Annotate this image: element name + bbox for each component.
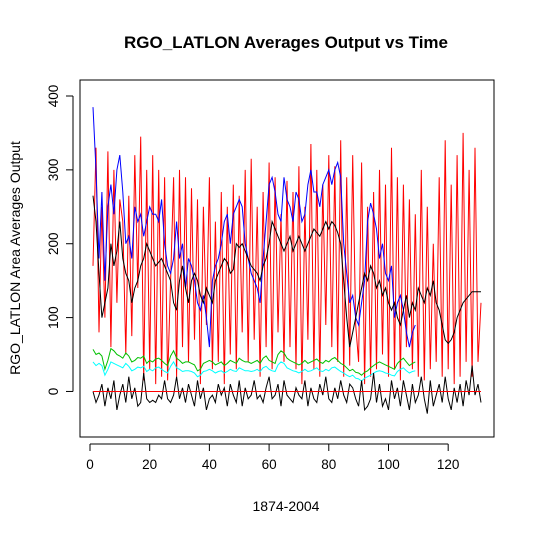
x-axis-label: 1874-2004 (253, 498, 320, 514)
series-line-1 (92, 132, 482, 385)
series-line-3 (92, 195, 481, 348)
y-tick-label: 200 (46, 232, 61, 255)
series-line-4 (92, 347, 416, 376)
x-tick-label: 60 (262, 457, 277, 472)
y-tick-label: 300 (46, 159, 61, 182)
series-line-2 (92, 107, 416, 348)
chart-title: RGO_LATLON Averages Output vs Time (124, 33, 448, 52)
x-tick-label: 0 (86, 457, 94, 472)
x-tick-label: 100 (377, 457, 400, 472)
plot-frame (79, 79, 495, 438)
y-axis: 0 100 200 300 400 (46, 85, 74, 396)
y-axis-label: RGO_LATLON Area Averages Output (7, 141, 23, 375)
x-tick-label: 20 (142, 457, 157, 472)
y-tick-label: 400 (46, 85, 61, 108)
series-layer (92, 107, 482, 414)
x-tick-label: 40 (202, 457, 217, 472)
x-axis: 0 20 40 60 80 100 120 (86, 443, 460, 472)
x-tick-label: 120 (437, 457, 460, 472)
y-tick-label: 100 (46, 306, 61, 329)
series-line-6 (92, 365, 482, 414)
y-tick-label: 0 (46, 388, 61, 396)
x-tick-label: 80 (321, 457, 336, 472)
